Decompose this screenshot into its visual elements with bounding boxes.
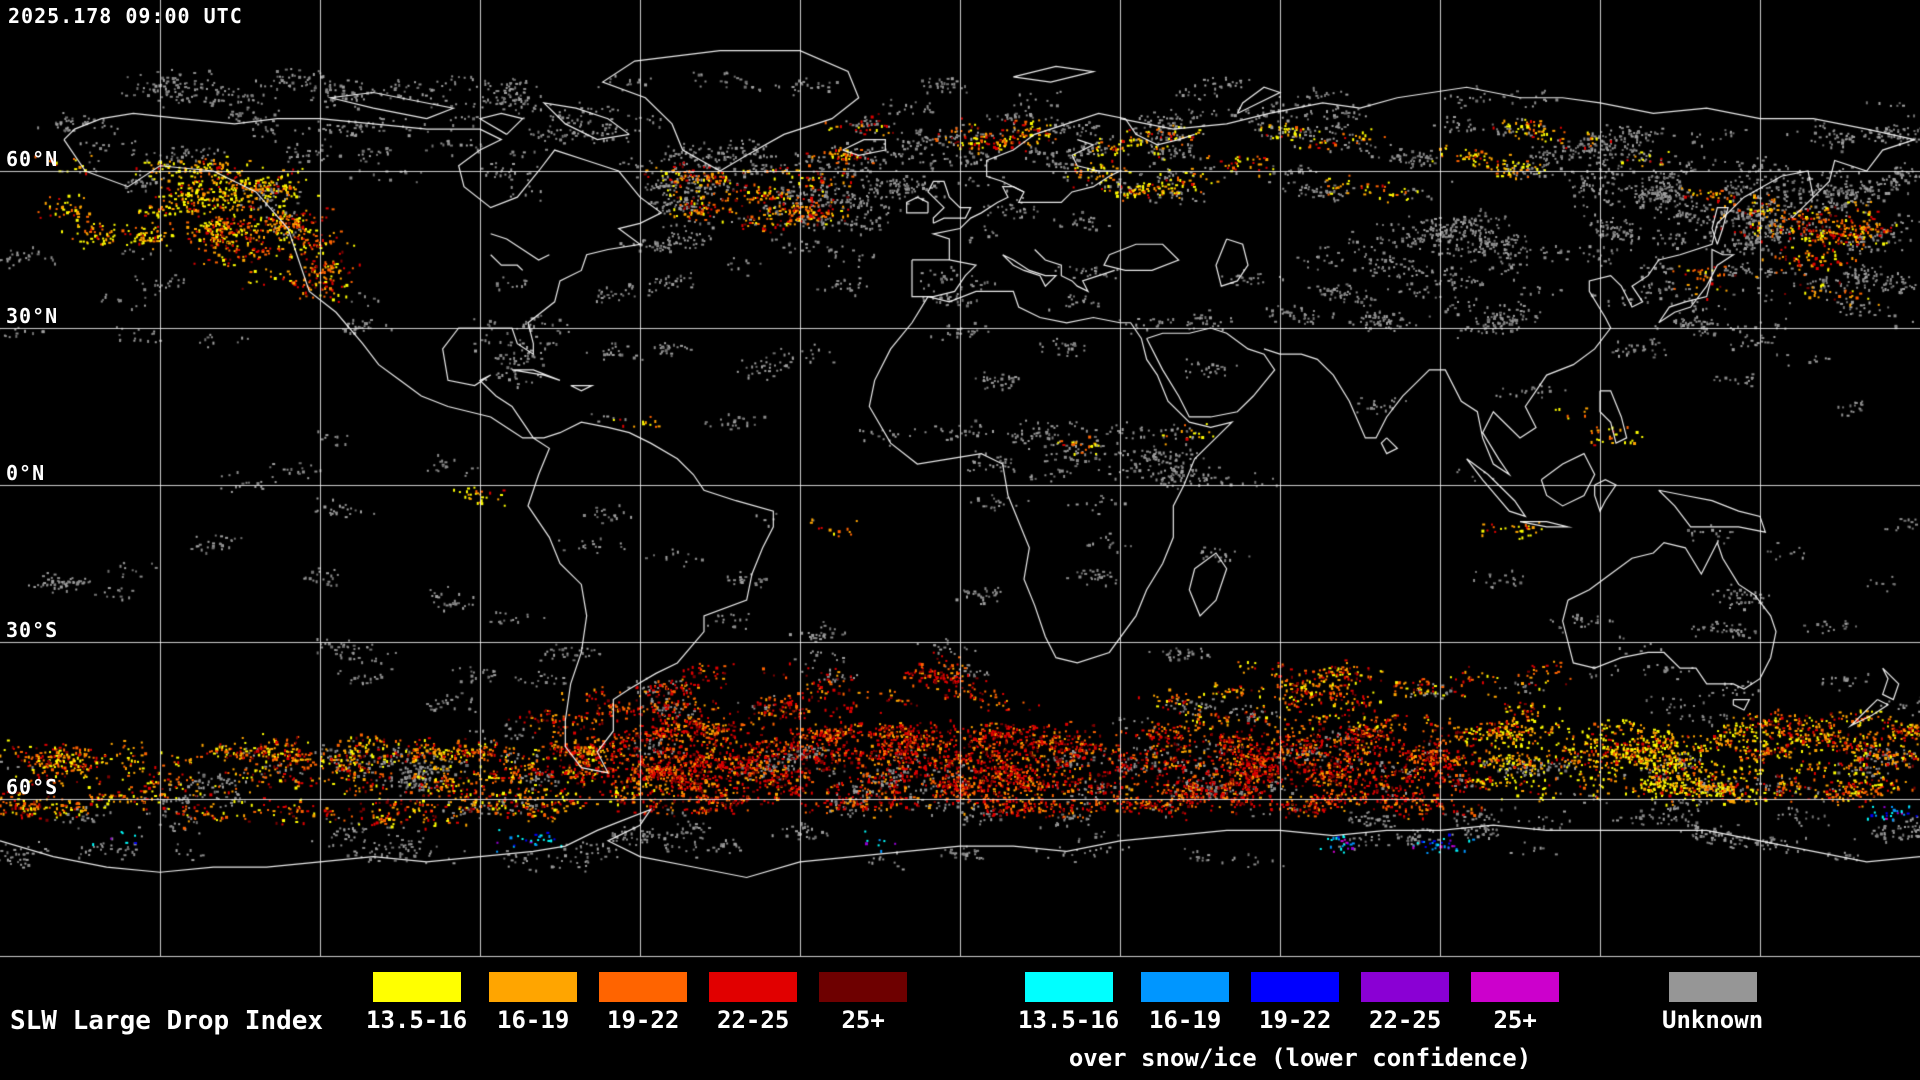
- legend-bin-label: 16-19: [1149, 1006, 1222, 1034]
- legend-bin-label: 13.5-16: [1018, 1006, 1120, 1034]
- legend-bin-label: 16-19: [497, 1006, 570, 1034]
- snow-ice-caption: over snow/ice (lower confidence): [1068, 1044, 1532, 1072]
- legend-swatch: [1251, 972, 1340, 1002]
- latitude-label: 0°N: [6, 461, 46, 485]
- legend-snow-ice-group: 13.5-16 16-19 19-22 22-25 25+: [1018, 972, 1560, 1034]
- legend-bin: 13.5-16: [366, 972, 467, 1034]
- legend-bin: 22-25: [709, 972, 798, 1034]
- latitude-label: 60°S: [6, 775, 59, 799]
- legend-bin: 16-19: [1141, 972, 1230, 1034]
- legend-swatch: [1024, 972, 1113, 1002]
- product-label: SLW Large Drop Index: [10, 1006, 324, 1036]
- legend-bin-label: 13.5-16: [366, 1006, 468, 1034]
- legend-swatch: [1471, 972, 1560, 1002]
- legend-bin: 16-19: [489, 972, 578, 1034]
- latitude-label: 60°N: [6, 147, 59, 171]
- legend-bin-label: 22-25: [1369, 1006, 1442, 1034]
- legend-swatch: [819, 972, 908, 1002]
- legend-bin-label: Unknown: [1662, 1006, 1764, 1034]
- legend-swatch: [1668, 972, 1757, 1002]
- legend-bin: 13.5-16: [1018, 972, 1119, 1034]
- legend-bin: 25+: [1471, 972, 1560, 1034]
- timestamp: 2025.178 09:00 UTC: [8, 4, 243, 28]
- legend-bin-label: 25+: [1493, 1006, 1537, 1034]
- legend-swatch: [1361, 972, 1450, 1002]
- legend-warm-group: 13.5-16 16-19 19-22 22-25 25+: [366, 972, 908, 1034]
- legend-swatch: [1141, 972, 1230, 1002]
- legend-bin-label: 19-22: [607, 1006, 680, 1034]
- legend-bin-label: 19-22: [1259, 1006, 1332, 1034]
- legend-bin-label: 25+: [841, 1006, 885, 1034]
- legend-bin: 19-22: [1251, 972, 1340, 1034]
- legend-bin: 19-22: [599, 972, 688, 1034]
- legend-swatch: [489, 972, 578, 1002]
- legend-swatch: [372, 972, 461, 1002]
- latitude-label: 30°S: [6, 618, 59, 642]
- legend-unknown-group: Unknown: [1662, 972, 1763, 1034]
- latitude-label: 30°N: [6, 304, 59, 328]
- legend-swatch: [599, 972, 688, 1002]
- legend-bin: Unknown: [1662, 972, 1763, 1034]
- legend-bin-label: 22-25: [717, 1006, 790, 1034]
- legend-bin: 25+: [819, 972, 908, 1034]
- legend-bin: 22-25: [1361, 972, 1450, 1034]
- legend-swatch: [709, 972, 798, 1002]
